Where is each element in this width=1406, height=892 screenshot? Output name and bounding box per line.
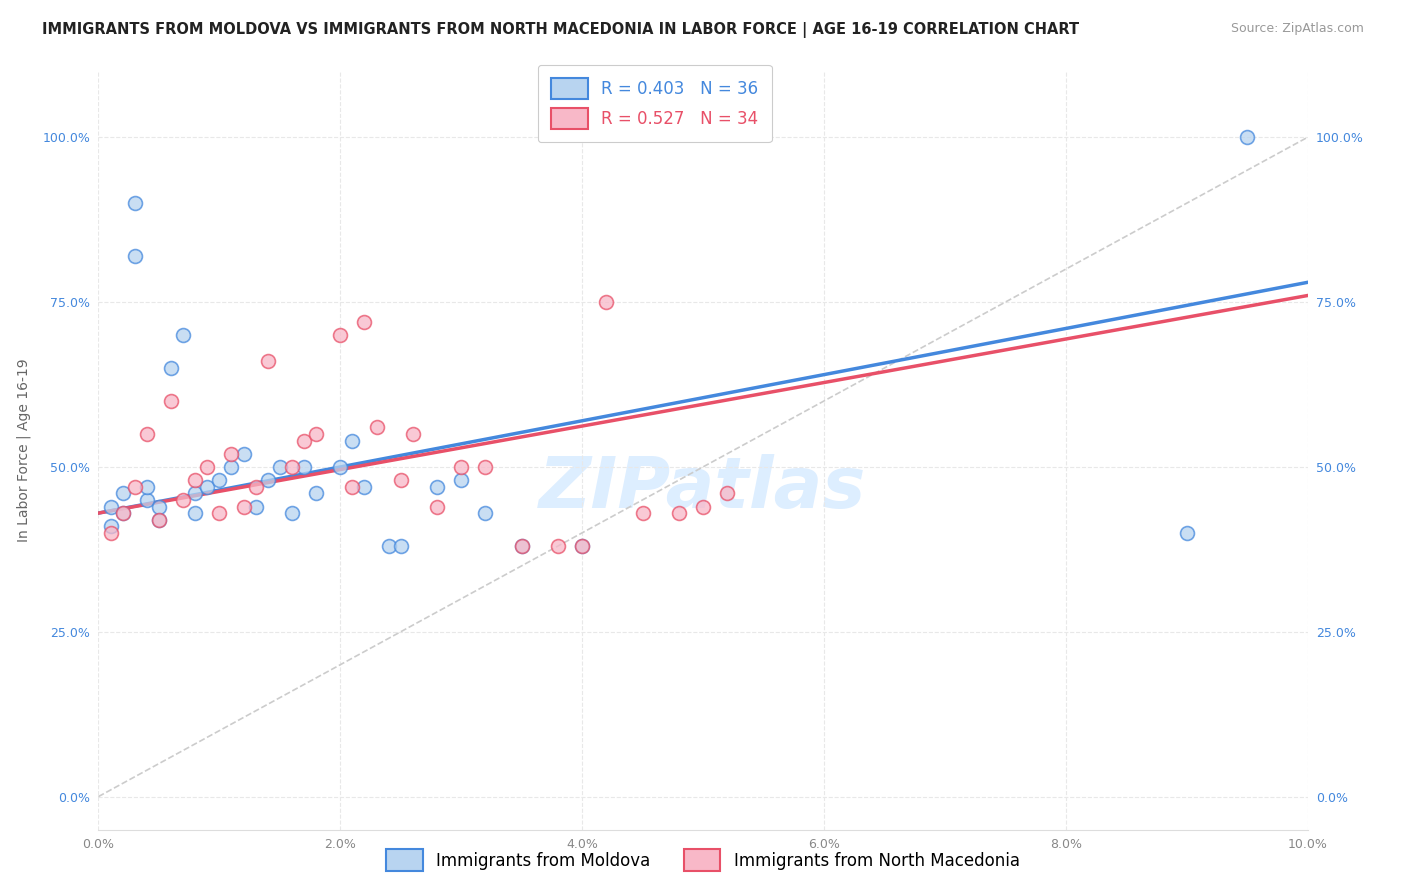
Point [510, 539, 533, 553]
Point [377, 539, 399, 553]
Point [366, 420, 388, 434]
Point [208, 473, 231, 487]
Point [100, 519, 122, 533]
Point [245, 480, 267, 494]
Point [1175, 525, 1198, 540]
Point [281, 506, 304, 520]
Point [692, 500, 714, 514]
Point [221, 447, 243, 461]
Point [184, 506, 207, 520]
Point [124, 480, 146, 494]
Point [426, 480, 449, 494]
Point [342, 434, 364, 448]
Point [450, 459, 472, 474]
Point [148, 500, 170, 514]
Point [245, 500, 267, 514]
Point [353, 480, 375, 494]
Point [111, 506, 134, 520]
Point [389, 539, 412, 553]
Point [232, 500, 254, 514]
Point [148, 513, 170, 527]
Point [256, 354, 278, 368]
Point [135, 427, 157, 442]
Legend: Immigrants from Moldova, Immigrants from North Macedonia: Immigrants from Moldova, Immigrants from… [378, 841, 1028, 880]
Point [269, 459, 291, 474]
Point [342, 480, 364, 494]
Text: ZIPatlas: ZIPatlas [540, 454, 866, 523]
Point [402, 427, 425, 442]
Point [668, 506, 690, 520]
Point [329, 328, 352, 343]
Point [353, 315, 375, 329]
Point [160, 361, 183, 376]
Point [172, 492, 194, 507]
Point [595, 295, 617, 310]
Point [292, 459, 315, 474]
Point [631, 506, 654, 520]
Point [208, 506, 231, 520]
Point [135, 492, 157, 507]
Point [124, 196, 146, 211]
Point [184, 473, 207, 487]
Point [124, 249, 146, 263]
Point [111, 486, 134, 500]
Legend: R = 0.403   N = 36, R = 0.527   N = 34: R = 0.403 N = 36, R = 0.527 N = 34 [537, 64, 772, 143]
Point [426, 500, 449, 514]
Point [184, 486, 207, 500]
Point [100, 500, 122, 514]
Point [329, 459, 352, 474]
Point [571, 539, 593, 553]
Point [389, 473, 412, 487]
Point [172, 328, 194, 343]
Point [160, 394, 183, 409]
Point [232, 447, 254, 461]
Point [256, 473, 278, 487]
Point [571, 539, 593, 553]
Point [135, 480, 157, 494]
Point [221, 459, 243, 474]
Point [716, 486, 738, 500]
Point [195, 459, 218, 474]
Point [474, 506, 496, 520]
Text: IMMIGRANTS FROM MOLDOVA VS IMMIGRANTS FROM NORTH MACEDONIA IN LABOR FORCE | AGE : IMMIGRANTS FROM MOLDOVA VS IMMIGRANTS FR… [42, 22, 1080, 38]
Point [100, 525, 122, 540]
Point [305, 486, 328, 500]
Point [510, 539, 533, 553]
Point [111, 506, 134, 520]
Point [1236, 130, 1258, 145]
Point [547, 539, 569, 553]
Point [474, 459, 496, 474]
Point [281, 459, 304, 474]
Point [450, 473, 472, 487]
Point [195, 480, 218, 494]
Y-axis label: In Labor Force | Age 16-19: In Labor Force | Age 16-19 [17, 359, 31, 542]
Point [148, 513, 170, 527]
Point [305, 427, 328, 442]
Point [292, 434, 315, 448]
Text: Source: ZipAtlas.com: Source: ZipAtlas.com [1230, 22, 1364, 36]
